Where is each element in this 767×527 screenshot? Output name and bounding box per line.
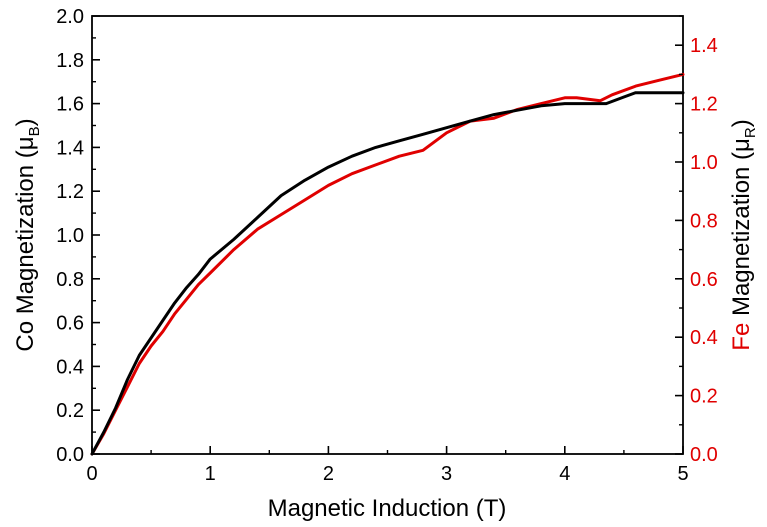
left-y-tick-label: 0.4 — [56, 356, 84, 378]
right-y-tick-label: 0.4 — [690, 327, 718, 349]
left-y-tick-label: 0.6 — [56, 313, 84, 335]
x-tick-label: 5 — [677, 463, 688, 485]
right-y-axis-title-suffix: ) — [728, 119, 755, 127]
left-y-tick-label: 1.2 — [56, 181, 84, 203]
left-y-tick-label: 0.0 — [56, 444, 84, 466]
right-y-tick-label: 1.0 — [690, 152, 718, 174]
right-y-tick-label: 0.8 — [690, 210, 718, 232]
x-tick-label: 4 — [559, 463, 570, 485]
right-y-axis-ticks: 0.0 0.2 0.4 0.6 0.8 1.0 1.2 1.4 — [675, 15, 718, 466]
right-y-tick-label: 0.0 — [690, 444, 718, 466]
right-y-axis-title: Fe Magnetization (μR) — [728, 119, 759, 350]
right-y-tick-label: 0.2 — [690, 386, 718, 408]
plot-frame — [91, 15, 684, 455]
left-y-tick-label: 2.0 — [56, 6, 84, 28]
x-tick-label: 2 — [323, 463, 334, 485]
left-y-axis-title-suffix: ) — [12, 118, 39, 126]
co-magnetization-line — [90, 91, 685, 456]
left-y-tick-label: 0.8 — [56, 269, 84, 291]
left-y-tick-label: 1.4 — [56, 137, 84, 159]
plot-area: 0 1 2 3 4 5 0.0 0.2 0.4 0.6 0.8 1.0 1.2 1.4 1.6 1.8 2.0… — [56, 6, 718, 485]
x-axis-ticks: 0 1 2 3 4 5 — [86, 446, 689, 485]
svg-text:Co Magnetization (μB): Co Magnetization (μB) — [12, 118, 43, 351]
right-y-tick-label: 1.4 — [690, 35, 718, 57]
left-y-tick-label: 1.6 — [56, 94, 84, 116]
right-y-axis-unit-symbol: μ — [728, 138, 755, 152]
x-tick-label: 1 — [205, 463, 216, 485]
x-tick-label: 0 — [86, 463, 97, 485]
right-y-axis-title-rest: Magnetization ( — [728, 152, 755, 323]
x-tick-label: 3 — [441, 463, 452, 485]
x-axis-title: Magnetic Induction (T) — [268, 495, 507, 522]
right-y-tick-label: 0.6 — [690, 269, 718, 291]
series-layer — [90, 72, 685, 456]
left-y-axis-title: Co Magnetization (μB) — [12, 118, 43, 351]
right-y-axis-title-prefix: Fe — [728, 323, 755, 351]
right-y-axis-unit-subscript: R — [742, 127, 759, 138]
left-y-tick-label: 0.2 — [56, 400, 84, 422]
fe-magnetization-line — [90, 72, 685, 456]
left-y-axis-unit-symbol: μ — [12, 136, 39, 150]
svg-text:Fe Magnetization (μR): Fe Magnetization (μR) — [728, 119, 759, 350]
left-y-axis-title-prefix: Co Magnetization ( — [12, 150, 39, 351]
left-y-axis-ticks: 0.0 0.2 0.4 0.6 0.8 1.0 1.2 1.4 1.6 1.8 2.0 — [56, 6, 100, 466]
left-y-tick-label: 1.0 — [56, 225, 84, 247]
left-y-axis-unit-subscript: B — [26, 126, 43, 136]
left-y-tick-label: 1.8 — [56, 50, 84, 72]
right-y-tick-label: 1.2 — [690, 94, 718, 116]
